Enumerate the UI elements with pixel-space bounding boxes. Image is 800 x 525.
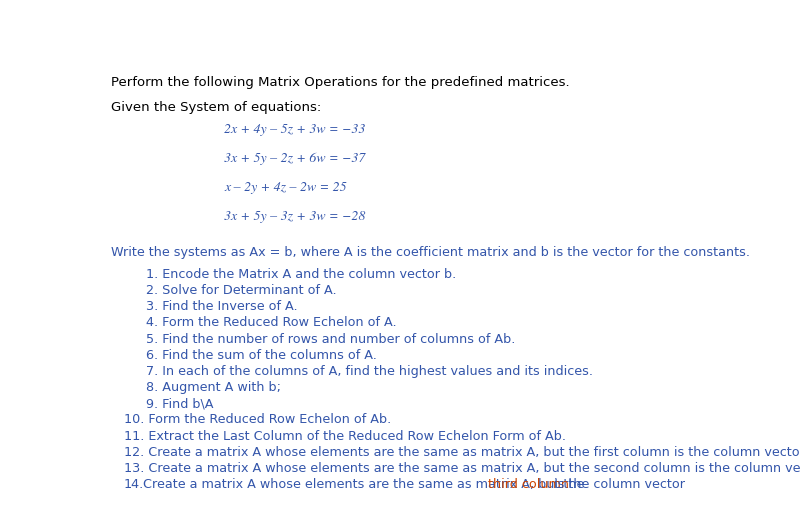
Text: Perform the following Matrix Operations for the predefined matrices.: Perform the following Matrix Operations … (111, 76, 570, 89)
Text: 9. Find b\A: 9. Find b\A (146, 397, 214, 411)
Text: 2x + 4y – 5z + 3w = −33: 2x + 4y – 5z + 3w = −33 (224, 123, 366, 136)
Text: 5. Find the number of rows and number of columns of Ab.: 5. Find the number of rows and number of… (146, 333, 516, 345)
Text: 1. Encode the Matrix A and the column vector b.: 1. Encode the Matrix A and the column ve… (146, 268, 457, 281)
Text: 12. Create a matrix A whose elements are the same as matrix A, but the first col: 12. Create a matrix A whose elements are… (123, 446, 800, 459)
Text: 8. Augment A with b;: 8. Augment A with b; (146, 381, 282, 394)
Text: 3. Find the Inverse of A.: 3. Find the Inverse of A. (146, 300, 298, 313)
Text: 3x + 5y – 2z + 6w = −37: 3x + 5y – 2z + 6w = −37 (224, 152, 366, 165)
Text: 14.: 14. (123, 478, 144, 491)
Text: 11. Extract the Last Column of the Reduced Row Echelon Form of Ab.: 11. Extract the Last Column of the Reduc… (123, 429, 566, 443)
Text: third column: third column (487, 478, 569, 491)
Text: is the column vector: is the column vector (550, 478, 686, 491)
Text: 2. Solve for Determinant of A.: 2. Solve for Determinant of A. (146, 284, 337, 297)
Text: 10. Form the Reduced Row Echelon of Ab.: 10. Form the Reduced Row Echelon of Ab. (123, 414, 391, 426)
Text: 7. In each of the columns of A, find the highest values and its indices.: 7. In each of the columns of A, find the… (146, 365, 594, 378)
Text: 4. Form the Reduced Row Echelon of A.: 4. Form the Reduced Row Echelon of A. (146, 317, 397, 330)
Text: 13. Create a matrix A whose elements are the same as matrix A, but the second co: 13. Create a matrix A whose elements are… (123, 462, 800, 475)
Text: x – 2y + 4z – 2w = 25: x – 2y + 4z – 2w = 25 (224, 182, 346, 194)
Text: Create a matrix A whose elements are the same as matrix A, but the: Create a matrix A whose elements are the… (139, 478, 589, 491)
Text: 3x + 5y – 3z + 3w = −28: 3x + 5y – 3z + 3w = −28 (224, 211, 366, 223)
Text: Given the System of equations:: Given the System of equations: (111, 101, 322, 114)
Text: Write the systems as Ax = b, where A is the coefficient matrix and b is the vect: Write the systems as Ax = b, where A is … (111, 246, 750, 259)
Text: 6. Find the sum of the columns of A.: 6. Find the sum of the columns of A. (146, 349, 378, 362)
